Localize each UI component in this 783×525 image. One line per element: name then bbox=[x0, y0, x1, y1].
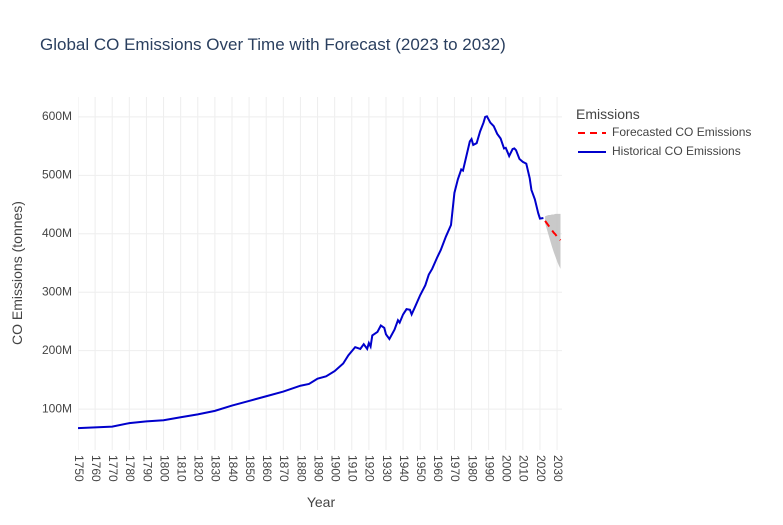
x-tick-label: 1890 bbox=[311, 455, 325, 482]
y-tick-label: 600M bbox=[42, 109, 72, 123]
x-tick-label: 1930 bbox=[380, 455, 394, 482]
plot-area bbox=[78, 97, 562, 450]
x-tick-label: 1880 bbox=[294, 455, 308, 482]
line bbox=[544, 220, 562, 241]
x-tick-label: 1970 bbox=[448, 455, 462, 482]
x-tick-label: 1840 bbox=[226, 455, 240, 482]
x-tick-label: 2000 bbox=[500, 455, 514, 482]
x-tick-label: 1830 bbox=[209, 455, 223, 482]
x-tick-label: 1760 bbox=[89, 455, 103, 482]
y-tick-label: 500M bbox=[42, 167, 72, 181]
x-tick-label: 1820 bbox=[192, 455, 206, 482]
x-tick-label: 1940 bbox=[397, 455, 411, 482]
chart-title: Global CO Emissions Over Time with Forec… bbox=[40, 35, 506, 54]
confidence-band bbox=[545, 213, 561, 269]
x-tick-label: 1920 bbox=[363, 455, 377, 482]
x-axis-title: Year bbox=[307, 494, 336, 510]
y-axis-title: CO Emissions (tonnes) bbox=[9, 201, 25, 345]
x-tick-label: 1870 bbox=[277, 455, 291, 482]
legend-title: Emissions bbox=[576, 106, 640, 122]
x-tick-label: 1790 bbox=[140, 455, 154, 482]
y-tick-label: 400M bbox=[42, 226, 72, 240]
x-tick-label: 1860 bbox=[260, 455, 274, 482]
x-tick-label: 1780 bbox=[123, 455, 137, 482]
x-tick-label: 1960 bbox=[431, 455, 445, 482]
x-tick-label: 1910 bbox=[346, 455, 360, 482]
x-tick-label: 2020 bbox=[534, 455, 548, 482]
x-tick-label: 1850 bbox=[243, 455, 257, 482]
y-tick-label: 200M bbox=[42, 343, 72, 357]
x-tick-label: 1990 bbox=[482, 455, 496, 482]
x-tick-label: 1810 bbox=[174, 455, 188, 482]
x-tick-label: 2030 bbox=[551, 455, 565, 482]
x-tick-label: 1950 bbox=[414, 455, 428, 482]
x-tick-label: 2010 bbox=[517, 455, 531, 482]
x-tick-label: 1750 bbox=[72, 455, 86, 482]
x-tick-label: 1900 bbox=[328, 455, 342, 482]
legend-label: Historical CO Emissions bbox=[612, 144, 741, 158]
legend-label: Forecasted CO Emissions bbox=[612, 125, 751, 139]
x-tick-label: 1770 bbox=[106, 455, 120, 482]
line bbox=[78, 115, 544, 430]
y-tick-label: 100M bbox=[42, 401, 72, 415]
x-tick-label: 1800 bbox=[157, 455, 171, 482]
y-tick-label: 300M bbox=[42, 284, 72, 298]
x-tick-label: 1980 bbox=[465, 455, 479, 482]
